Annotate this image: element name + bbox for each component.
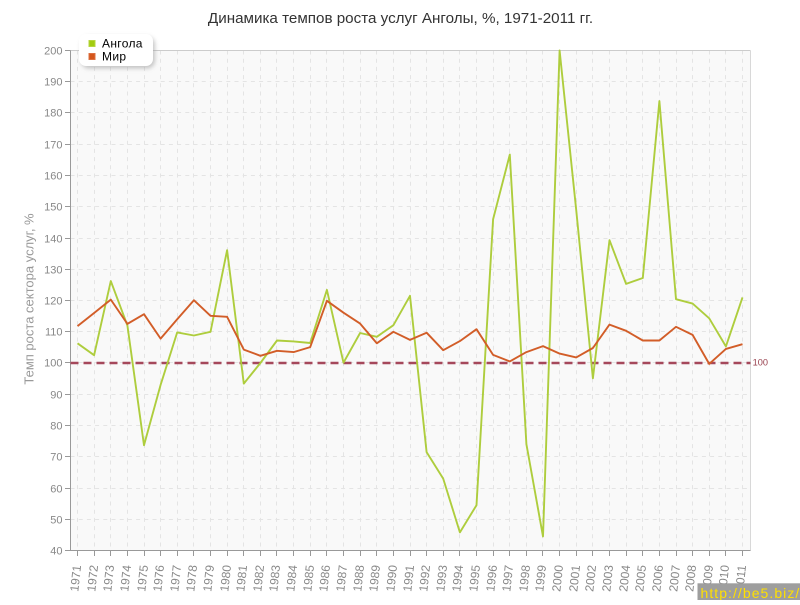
- svg-text:90: 90: [50, 389, 62, 401]
- svg-text:1975: 1975: [134, 564, 151, 592]
- svg-text:40: 40: [50, 545, 62, 557]
- svg-text:150: 150: [44, 201, 62, 213]
- svg-text:2008: 2008: [682, 564, 699, 592]
- svg-text:1985: 1985: [300, 564, 317, 592]
- svg-text:2006: 2006: [649, 564, 666, 592]
- svg-text:1971: 1971: [67, 564, 84, 592]
- svg-text:1995: 1995: [466, 564, 483, 592]
- svg-text:1982: 1982: [250, 564, 267, 592]
- svg-text:1999: 1999: [532, 564, 549, 592]
- svg-text:1997: 1997: [499, 564, 516, 592]
- svg-text:1977: 1977: [167, 564, 184, 592]
- svg-text:2004: 2004: [616, 564, 633, 592]
- svg-text:190: 190: [44, 76, 62, 88]
- svg-text:80: 80: [50, 420, 62, 432]
- svg-text:1986: 1986: [316, 564, 333, 592]
- svg-text:1991: 1991: [400, 564, 417, 592]
- svg-text:1976: 1976: [150, 564, 167, 592]
- svg-text:180: 180: [44, 107, 62, 119]
- svg-text:100: 100: [753, 357, 768, 367]
- svg-text:200: 200: [44, 45, 62, 57]
- svg-text:Мир: Мир: [102, 50, 126, 64]
- svg-text:1993: 1993: [433, 564, 450, 592]
- svg-text:60: 60: [50, 483, 62, 495]
- svg-text:120: 120: [44, 295, 62, 307]
- svg-text:70: 70: [50, 451, 62, 463]
- svg-text:2005: 2005: [632, 564, 649, 592]
- svg-text:1980: 1980: [217, 564, 234, 592]
- svg-text:1992: 1992: [416, 564, 433, 592]
- svg-text:1972: 1972: [84, 564, 101, 592]
- svg-text:100: 100: [44, 357, 62, 369]
- svg-text:http://be5.biz/: http://be5.biz/: [701, 585, 800, 600]
- svg-text:2007: 2007: [666, 564, 683, 592]
- svg-text:1998: 1998: [516, 564, 533, 592]
- svg-text:1990: 1990: [383, 564, 400, 592]
- svg-text:170: 170: [44, 139, 62, 151]
- svg-text:1978: 1978: [183, 564, 200, 592]
- svg-text:1979: 1979: [200, 564, 217, 592]
- svg-text:2003: 2003: [599, 564, 616, 592]
- svg-text:50: 50: [50, 514, 62, 526]
- svg-text:1989: 1989: [366, 564, 383, 592]
- svg-text:1981: 1981: [233, 564, 250, 592]
- svg-text:Темп роста сектора услуг, %: Темп роста сектора услуг, %: [22, 213, 37, 385]
- svg-text:1984: 1984: [283, 564, 300, 592]
- svg-text:1988: 1988: [350, 564, 367, 592]
- svg-text:Динамика темпов роста услуг Ан: Динамика темпов роста услуг Анголы, %, 1…: [208, 10, 593, 27]
- svg-text:2000: 2000: [549, 564, 566, 592]
- svg-text:2002: 2002: [582, 564, 599, 592]
- svg-text:1996: 1996: [483, 564, 500, 592]
- svg-text:1973: 1973: [100, 564, 117, 592]
- svg-text:140: 140: [44, 233, 62, 245]
- svg-text:1974: 1974: [117, 564, 134, 592]
- svg-text:Ангола: Ангола: [102, 37, 143, 51]
- svg-text:160: 160: [44, 170, 62, 182]
- svg-text:1987: 1987: [333, 564, 350, 592]
- svg-text:1994: 1994: [449, 564, 466, 592]
- svg-text:1983: 1983: [266, 564, 283, 592]
- svg-text:130: 130: [44, 264, 62, 276]
- svg-text:110: 110: [45, 326, 63, 338]
- svg-text:2001: 2001: [566, 564, 583, 592]
